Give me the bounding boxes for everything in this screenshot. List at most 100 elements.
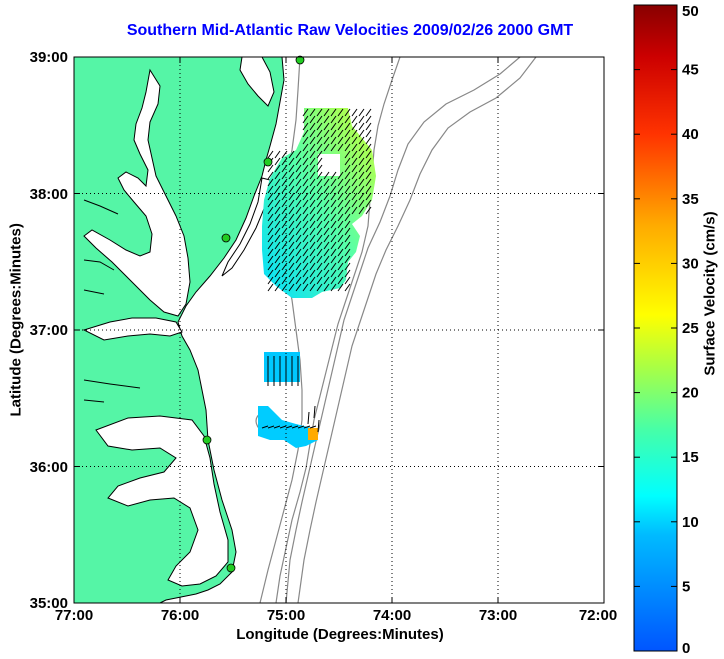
velocity-arrow bbox=[295, 220, 302, 229]
velocity-arrow bbox=[344, 178, 351, 187]
velocity-arrow bbox=[344, 164, 351, 173]
velocity-arrow bbox=[309, 164, 316, 173]
velocity-arrow bbox=[302, 192, 309, 201]
velocity-arrow bbox=[330, 213, 337, 222]
colorbar-tick-label: 0 bbox=[682, 640, 690, 657]
velocity-arrow bbox=[365, 206, 372, 215]
velocity-arrow bbox=[323, 227, 330, 236]
colorbar-tick-label: 10 bbox=[682, 514, 699, 531]
velocity-arrow bbox=[365, 108, 372, 117]
velocity-arrow bbox=[330, 241, 337, 250]
velocity-arrow bbox=[330, 276, 337, 285]
velocity-arrow bbox=[302, 185, 309, 194]
velocity-arrow bbox=[344, 213, 351, 222]
velocity-arrow bbox=[281, 178, 288, 187]
velocity-arrow bbox=[281, 192, 288, 201]
velocity-arrow bbox=[344, 136, 351, 145]
velocity-arrow bbox=[316, 136, 323, 145]
velocity-arrow bbox=[309, 150, 316, 159]
velocity-arrow bbox=[358, 185, 365, 194]
velocity-arrow bbox=[337, 115, 344, 124]
velocity-arrow bbox=[330, 115, 337, 124]
velocity-arrow bbox=[344, 150, 351, 159]
velocity-arrow bbox=[295, 192, 302, 201]
velocity-arrow bbox=[337, 129, 344, 138]
colorbar-tick-label: 40 bbox=[682, 126, 699, 143]
velocity-arrow bbox=[274, 192, 281, 201]
velocity-arrow bbox=[288, 276, 295, 285]
velocity-arrow bbox=[316, 269, 323, 278]
velocity-arrow bbox=[288, 269, 295, 278]
velocity-arrow bbox=[281, 220, 288, 229]
velocity-arrow bbox=[288, 262, 295, 271]
velocity-arrow bbox=[323, 276, 330, 285]
velocity-arrow bbox=[337, 108, 344, 117]
velocity-arrow bbox=[302, 227, 309, 236]
velocity-arrow bbox=[267, 199, 274, 208]
velocity-arrow bbox=[288, 206, 295, 215]
velocity-arrow bbox=[330, 185, 337, 194]
velocity-arrow bbox=[330, 220, 337, 229]
velocity-arrow bbox=[365, 192, 372, 201]
velocity-arrow bbox=[295, 150, 302, 159]
velocity-arrow bbox=[274, 283, 281, 292]
velocity-arrow bbox=[351, 206, 358, 215]
velocity-arrow bbox=[274, 255, 281, 264]
station-marker[interactable] bbox=[226, 563, 236, 573]
velocity-arrow bbox=[302, 241, 309, 250]
velocity-arrow bbox=[302, 115, 309, 124]
velocity-arrow bbox=[285, 425, 293, 429]
velocity-arrow bbox=[288, 185, 295, 194]
velocity-arrow bbox=[309, 220, 316, 229]
station-marker[interactable] bbox=[295, 55, 305, 65]
colorbar-tick-label: 5 bbox=[682, 578, 690, 595]
velocity-arrow bbox=[344, 129, 351, 138]
velocity-arrow bbox=[302, 136, 309, 145]
velocity-arrow bbox=[330, 136, 337, 145]
velocity-arrow bbox=[344, 227, 351, 236]
velocity-arrow bbox=[288, 192, 295, 201]
station-marker[interactable] bbox=[202, 435, 212, 445]
velocity-arrow bbox=[316, 248, 323, 257]
velocity-arrow bbox=[281, 150, 288, 159]
velocity-arrow bbox=[267, 185, 274, 194]
velocity-arrow bbox=[337, 206, 344, 215]
velocity-arrow bbox=[316, 171, 323, 180]
velocity-arrow bbox=[323, 192, 330, 201]
x-tick-label: 77:00 bbox=[55, 607, 93, 624]
x-tick-label: 76:00 bbox=[161, 607, 199, 624]
velocity-arrow bbox=[274, 178, 281, 187]
velocity-arrow bbox=[323, 283, 330, 292]
velocity-arrow bbox=[267, 255, 274, 264]
velocity-arrow bbox=[267, 262, 274, 271]
velocity-arrow bbox=[295, 199, 302, 208]
velocity-arrow bbox=[365, 122, 372, 131]
velocity-arrow bbox=[316, 129, 323, 138]
velocity-arrow bbox=[337, 143, 344, 152]
velocity-arrow bbox=[309, 262, 316, 271]
velocity-arrow bbox=[295, 185, 302, 194]
velocity-arrow bbox=[358, 122, 365, 131]
station-marker[interactable] bbox=[263, 157, 273, 167]
velocity-arrow bbox=[323, 136, 330, 145]
velocity-arrow bbox=[351, 150, 358, 159]
velocity-arrow bbox=[309, 143, 316, 152]
velocity-arrow bbox=[351, 115, 358, 124]
velocity-arrow bbox=[330, 227, 337, 236]
velocity-arrow bbox=[267, 206, 274, 215]
velocity-arrow bbox=[344, 185, 351, 194]
velocity-arrow bbox=[358, 157, 365, 166]
velocity-arrow bbox=[274, 234, 281, 243]
velocity-arrow bbox=[330, 206, 337, 215]
velocity-arrow bbox=[274, 157, 281, 166]
velocity-arrow bbox=[316, 164, 323, 173]
velocity-arrow bbox=[307, 411, 310, 425]
station-marker[interactable] bbox=[221, 233, 231, 243]
velocity-arrow bbox=[302, 234, 309, 243]
velocity-arrow bbox=[323, 178, 330, 187]
velocity-arrow bbox=[274, 164, 281, 173]
velocity-arrow bbox=[316, 199, 323, 208]
velocity-arrow bbox=[274, 206, 281, 215]
velocity-arrow bbox=[365, 150, 372, 159]
map-title: Southern Mid-Atlantic Raw Velocities 200… bbox=[126, 22, 574, 39]
